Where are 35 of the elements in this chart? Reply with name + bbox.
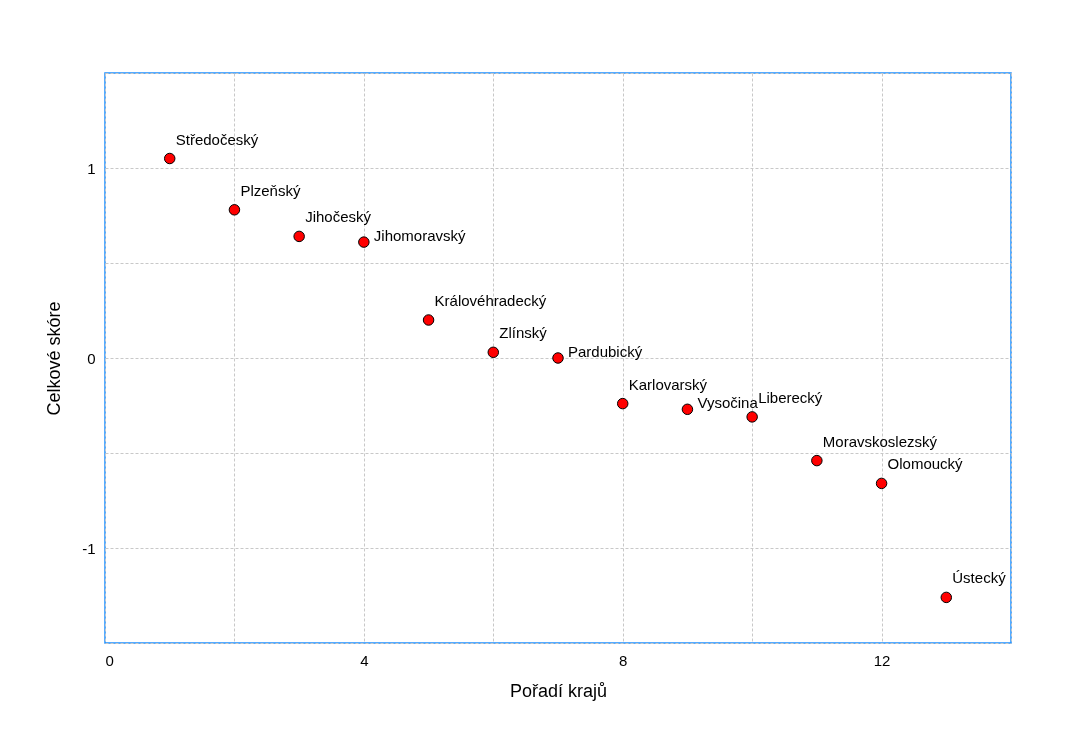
point xyxy=(940,591,953,604)
y-tick-label: 1 xyxy=(87,159,96,177)
point xyxy=(681,403,694,416)
annotation: Zlínský xyxy=(499,324,548,342)
point xyxy=(163,152,176,165)
x-tick-label: 8 xyxy=(619,651,628,669)
point xyxy=(811,454,823,467)
x-axis-title: Pořadí krajů xyxy=(509,680,608,701)
y-axis-title: Celkové skóre xyxy=(44,301,65,416)
annotation: Moravskoslezský xyxy=(822,432,938,450)
annotation: Středočeský xyxy=(175,130,259,148)
y-tick-label: 0 xyxy=(87,349,96,367)
annotation: Královéhradecký xyxy=(434,292,547,309)
point xyxy=(358,236,370,248)
annotation: Jihočeský xyxy=(305,208,372,226)
point xyxy=(228,204,241,216)
annotation: Pardubický xyxy=(568,343,643,360)
x-tick-label: 4 xyxy=(360,651,369,669)
point xyxy=(746,411,758,423)
point xyxy=(552,352,564,364)
x-tick-label: 12 xyxy=(873,651,891,669)
annotation: Ústecký xyxy=(952,569,1007,587)
annotation: Olomoucký xyxy=(887,455,964,473)
point xyxy=(616,397,629,410)
point xyxy=(293,230,305,243)
annotation: Vysočina xyxy=(697,394,759,412)
annotation: Plzeňský xyxy=(240,181,301,199)
annotation: Karlovarský xyxy=(628,375,708,393)
point xyxy=(875,477,888,490)
annotation: Liberecký xyxy=(758,388,823,406)
y-tick-label: -1 xyxy=(82,539,96,557)
point xyxy=(487,346,500,359)
annotation: Jihomoravský xyxy=(373,227,467,245)
point xyxy=(422,314,435,326)
x-tick-label: 0 xyxy=(105,651,114,669)
